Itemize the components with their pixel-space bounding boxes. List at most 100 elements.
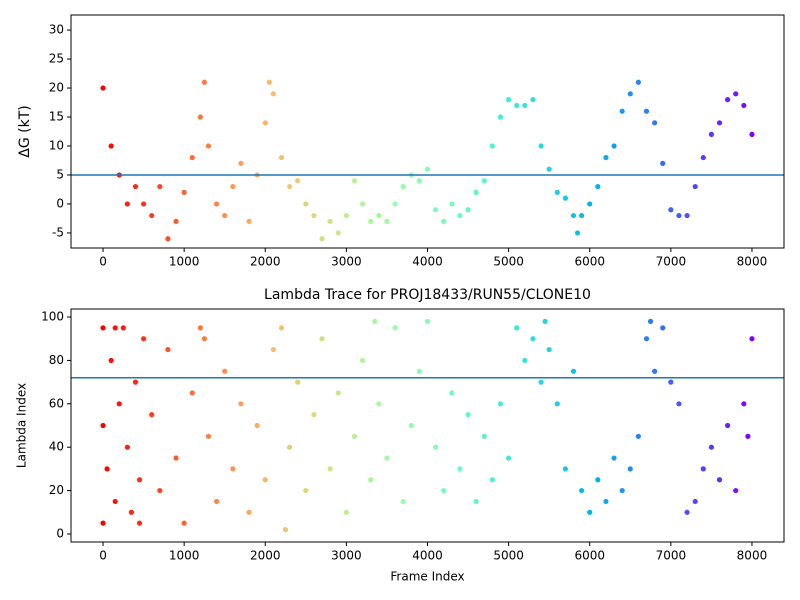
point bbox=[595, 183, 601, 190]
point bbox=[611, 455, 617, 461]
point bbox=[368, 477, 374, 483]
x-tick-label: 5000 bbox=[493, 549, 524, 563]
x-tick-label: 0 bbox=[99, 549, 107, 563]
point bbox=[214, 201, 220, 207]
point bbox=[287, 183, 293, 190]
point bbox=[745, 433, 751, 439]
point bbox=[392, 201, 398, 207]
point bbox=[562, 195, 568, 201]
point bbox=[351, 178, 358, 184]
point bbox=[157, 183, 163, 190]
point bbox=[124, 201, 130, 207]
point bbox=[692, 183, 698, 190]
point bbox=[546, 166, 552, 172]
point bbox=[181, 189, 187, 195]
point bbox=[465, 412, 471, 418]
x-tick-label: 4000 bbox=[412, 255, 443, 269]
point bbox=[441, 487, 447, 494]
point bbox=[201, 79, 208, 85]
x-tick-label: 8000 bbox=[737, 255, 768, 269]
point bbox=[449, 390, 455, 396]
point bbox=[506, 97, 512, 103]
x-tick-label: 2000 bbox=[250, 255, 281, 269]
chart-title: Lambda Trace for PROJ18433/RUN55/CLONE10 bbox=[264, 287, 591, 303]
point bbox=[716, 477, 723, 483]
point bbox=[522, 357, 528, 364]
point bbox=[627, 91, 633, 97]
point bbox=[538, 143, 544, 149]
point bbox=[100, 520, 106, 526]
point bbox=[189, 154, 195, 161]
y-tick-label: 25 bbox=[49, 52, 64, 66]
point bbox=[173, 455, 179, 461]
point bbox=[660, 325, 666, 331]
point bbox=[360, 357, 366, 364]
point bbox=[481, 433, 487, 439]
point bbox=[319, 236, 325, 242]
point bbox=[128, 509, 135, 515]
point bbox=[457, 212, 463, 219]
point bbox=[595, 477, 601, 483]
point bbox=[104, 466, 110, 472]
y-tick-label: 100 bbox=[41, 310, 64, 324]
point bbox=[295, 379, 301, 385]
point bbox=[497, 401, 504, 407]
point bbox=[335, 390, 341, 396]
x-tick-label: 2000 bbox=[250, 549, 281, 563]
point bbox=[708, 444, 715, 450]
point bbox=[197, 325, 203, 331]
point bbox=[149, 412, 155, 418]
point bbox=[574, 230, 581, 236]
point bbox=[749, 131, 755, 137]
point bbox=[579, 487, 585, 494]
point bbox=[416, 368, 422, 374]
point bbox=[392, 325, 398, 331]
point bbox=[570, 368, 577, 374]
point bbox=[214, 498, 220, 505]
point bbox=[643, 108, 650, 114]
point bbox=[530, 97, 536, 103]
point bbox=[270, 346, 276, 353]
axes-frame bbox=[70, 14, 785, 249]
point bbox=[238, 401, 244, 407]
point bbox=[230, 183, 236, 190]
point bbox=[733, 487, 739, 494]
point bbox=[400, 498, 406, 505]
point bbox=[489, 477, 495, 483]
point bbox=[205, 143, 212, 149]
point bbox=[116, 401, 122, 407]
x-tick-label: 5000 bbox=[493, 255, 524, 269]
point bbox=[157, 487, 163, 494]
point bbox=[676, 401, 682, 407]
point bbox=[489, 143, 495, 149]
point bbox=[351, 433, 358, 439]
point bbox=[668, 207, 674, 213]
y-tick-label: 20 bbox=[49, 81, 64, 95]
point bbox=[108, 143, 114, 149]
point bbox=[676, 212, 682, 219]
point bbox=[514, 102, 520, 109]
point bbox=[619, 108, 625, 114]
point bbox=[100, 325, 106, 331]
point bbox=[311, 212, 317, 219]
point bbox=[652, 120, 658, 126]
point bbox=[465, 207, 471, 213]
point bbox=[449, 201, 455, 207]
point bbox=[579, 212, 585, 219]
point bbox=[668, 379, 674, 385]
point bbox=[603, 498, 609, 505]
point bbox=[441, 218, 447, 224]
point bbox=[660, 160, 666, 166]
point bbox=[619, 487, 625, 494]
x-tick-label: 6000 bbox=[574, 255, 605, 269]
y-axis-label: ΔG (kT) bbox=[17, 105, 33, 157]
point bbox=[725, 97, 731, 103]
point bbox=[457, 466, 463, 472]
point bbox=[708, 131, 715, 137]
y-tick-label: 10 bbox=[49, 138, 64, 152]
point bbox=[100, 85, 106, 91]
x-tick-label: 7000 bbox=[656, 255, 687, 269]
point bbox=[700, 154, 706, 161]
x-tick-label: 6000 bbox=[574, 549, 605, 563]
